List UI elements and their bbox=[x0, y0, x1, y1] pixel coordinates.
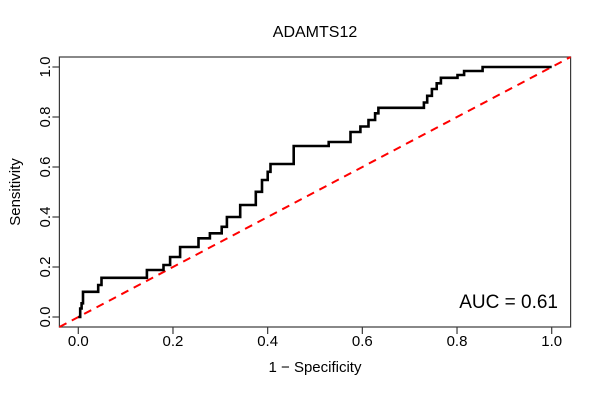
y-tick-label: 1.0 bbox=[37, 57, 54, 78]
x-tick-label: 0.4 bbox=[257, 333, 278, 350]
chance-diagonal-line bbox=[58, 56, 572, 328]
y-axis-label: Sensitivity bbox=[7, 158, 24, 226]
y-tick-label: 0.8 bbox=[37, 107, 54, 128]
x-axis-ticks: 0.0 0.2 0.4 0.6 0.8 1.0 bbox=[68, 327, 562, 350]
y-tick-label: 0.0 bbox=[37, 307, 54, 328]
y-tick-label: 0.6 bbox=[37, 157, 54, 178]
y-axis-ticks: 0.0 0.2 0.4 0.6 0.8 1.0 bbox=[37, 57, 60, 328]
plot-box bbox=[58, 56, 572, 328]
x-tick-label: 0.2 bbox=[163, 333, 184, 350]
x-axis-label: 1 − Specificity bbox=[269, 359, 362, 376]
x-tick-label: 0.0 bbox=[68, 333, 89, 350]
x-tick-label: 1.0 bbox=[541, 333, 562, 350]
y-tick-label: 0.2 bbox=[37, 257, 54, 278]
x-tick-label: 0.8 bbox=[447, 333, 468, 350]
roc-curve-line bbox=[78, 65, 552, 319]
y-tick-label: 0.4 bbox=[37, 207, 54, 228]
x-tick-label: 0.6 bbox=[352, 333, 373, 350]
chart-title: ADAMTS12 bbox=[273, 24, 358, 41]
auc-annotation: AUC = 0.61 bbox=[459, 292, 558, 313]
